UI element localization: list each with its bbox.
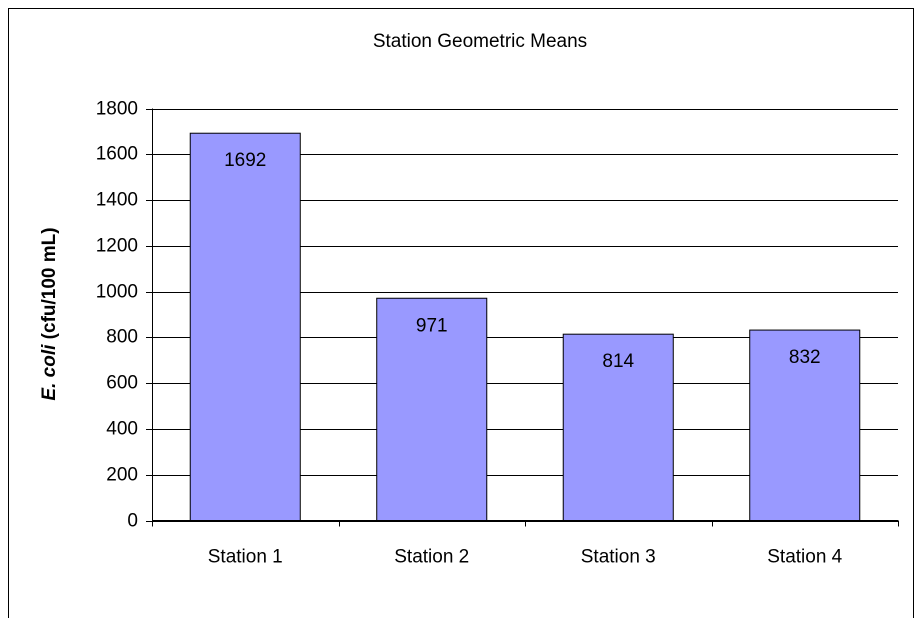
bar — [749, 329, 861, 522]
data-label: 1692 — [224, 150, 266, 171]
x-tick-label: Station 1 — [208, 547, 283, 568]
y-axis-label-units: (cfu/100 mL) — [39, 227, 60, 339]
chart-title: Station Geometric Means — [373, 31, 587, 52]
y-tick-label: 0 — [127, 511, 138, 532]
bar — [376, 297, 488, 522]
y-axis-label: E. coli (cfu/100 mL) — [39, 227, 60, 400]
y-tick-label: 1200 — [96, 236, 138, 257]
y-tick-label: 1400 — [96, 190, 138, 211]
chart-frame — [8, 8, 914, 618]
data-label: 971 — [416, 315, 448, 336]
bar — [562, 333, 674, 521]
x-tick-label: Station 4 — [767, 547, 842, 568]
bar — [189, 132, 301, 521]
y-tick-label: 400 — [106, 419, 138, 440]
y-tick-label: 200 — [106, 465, 138, 486]
y-tick-label: 1000 — [96, 282, 138, 303]
x-tick-label: Station 2 — [394, 547, 469, 568]
data-label: 814 — [602, 351, 634, 372]
x-tick-label: Station 3 — [581, 547, 656, 568]
y-tick-label: 800 — [106, 327, 138, 348]
y-tick-label: 600 — [106, 373, 138, 394]
y-tick-label: 1800 — [96, 99, 138, 120]
data-label: 832 — [789, 347, 821, 368]
y-tick-label: 1600 — [96, 144, 138, 165]
y-axis-label-italic: E. coli — [39, 344, 60, 401]
